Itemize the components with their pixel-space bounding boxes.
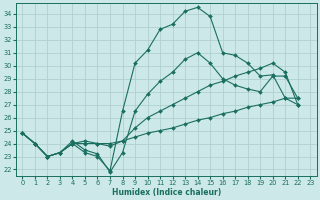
X-axis label: Humidex (Indice chaleur): Humidex (Indice chaleur) <box>112 188 221 197</box>
